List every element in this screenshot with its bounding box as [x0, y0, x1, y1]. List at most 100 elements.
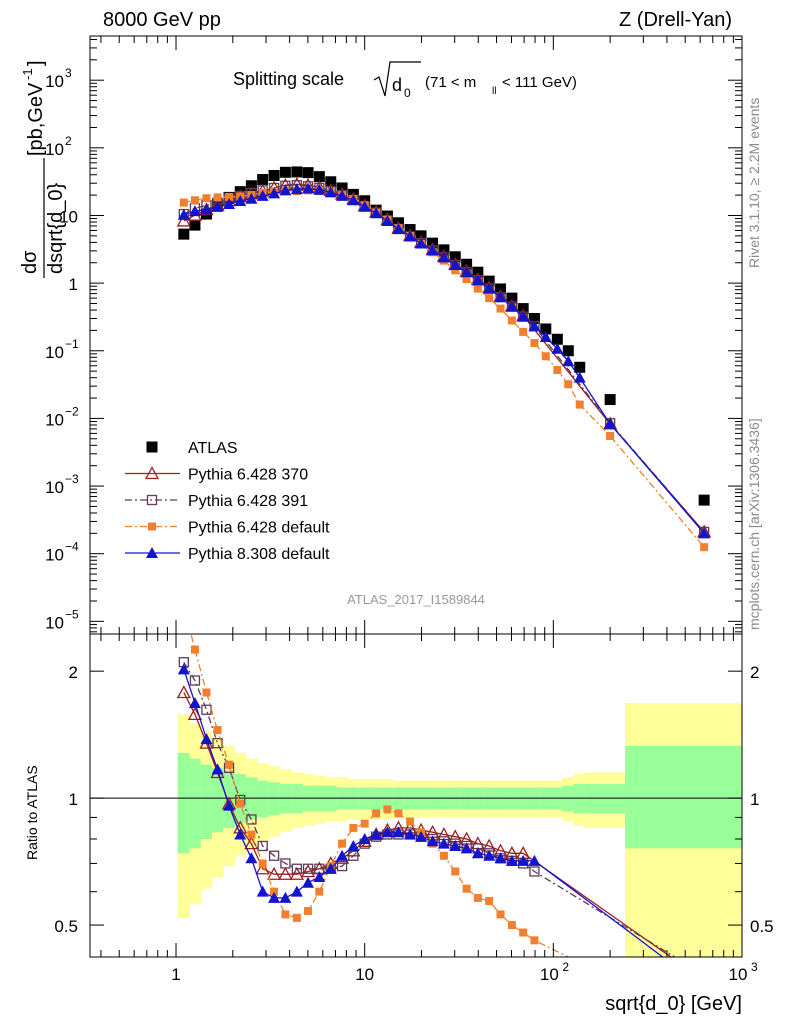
ratio-point	[349, 823, 358, 832]
data-point	[302, 182, 315, 194]
data-point	[530, 339, 539, 348]
data-point	[540, 323, 552, 335]
mcplots-label: mcplots.cern.ch [arXiv:1306.3436]	[746, 418, 762, 630]
ratio-point	[304, 906, 313, 915]
ratio-point	[257, 840, 268, 852]
ratio-point	[336, 860, 348, 872]
data-point	[392, 223, 405, 235]
ratio-point	[358, 832, 371, 844]
ratio-point	[246, 814, 257, 825]
data-point	[190, 196, 199, 205]
data-point	[460, 266, 473, 278]
band-inner	[584, 784, 626, 814]
legend-entry: Pythia 6.428 391	[125, 493, 308, 510]
ratio-point	[494, 852, 507, 864]
ratio-point	[372, 809, 381, 818]
data-point	[234, 194, 247, 206]
ratio-point	[530, 936, 539, 945]
ratio-point	[507, 921, 516, 930]
ratio-y-tick-label: 2	[69, 663, 78, 682]
x-tick-exponent: 3	[751, 960, 758, 974]
ratio-point	[200, 733, 213, 745]
data-point	[223, 197, 236, 209]
ratio-point	[426, 835, 439, 847]
data-point	[313, 183, 326, 195]
ratio-ylabel: Ratio to ATLAS	[24, 765, 40, 860]
ylabel-units-sup: -1	[20, 68, 35, 80]
ratio-point	[519, 928, 528, 937]
data-point	[574, 361, 586, 373]
band-inner	[223, 770, 236, 828]
x-tick-exponent: 2	[562, 960, 569, 974]
data-point	[325, 176, 337, 188]
data-point	[528, 312, 540, 324]
ratio-point	[347, 839, 360, 851]
ratio-point	[212, 738, 223, 749]
ratio-point	[213, 726, 222, 735]
ratio-point	[460, 842, 473, 854]
band-inner	[257, 780, 270, 818]
data-point	[698, 527, 711, 539]
analysis-id: ATLAS_2017_I1589844	[347, 592, 485, 607]
ratio-y-tick-label-right: 2	[750, 663, 759, 682]
y-tick-label: 1	[69, 275, 78, 294]
data-point	[290, 183, 303, 195]
data-point	[573, 371, 586, 383]
ratio-point	[496, 910, 505, 919]
ratio-y-tick-label: 0.5	[54, 917, 78, 936]
legend-marker	[144, 466, 160, 480]
data-point	[404, 230, 417, 242]
data-point	[245, 192, 258, 204]
data-point	[562, 345, 574, 357]
legend-marker	[148, 522, 156, 531]
ratio-point	[483, 849, 496, 861]
ratio-y-tick-label: 1	[69, 790, 78, 809]
header-right: Z (Drell-Yan)	[619, 9, 732, 31]
legend-entry: Pythia 6.428 default	[125, 520, 330, 537]
ratio-point	[471, 847, 484, 859]
legend-entry: Pythia 6.428 370	[125, 466, 308, 484]
ratio-point	[281, 910, 290, 919]
ratio-point	[348, 850, 359, 861]
main-title: Splitting scale d 0 (71 < m ll < 111 GeV…	[233, 61, 577, 100]
data-point	[302, 167, 314, 179]
title-sqrt-sub: 0	[404, 86, 411, 100]
data-point	[541, 352, 550, 361]
data-point	[473, 284, 482, 293]
data-point	[471, 274, 484, 286]
data-point	[245, 180, 257, 192]
band-inner	[291, 784, 304, 814]
x-tick-label: 10	[540, 965, 559, 984]
ratio-point	[300, 864, 316, 878]
data-point	[358, 200, 371, 212]
ratio-point	[291, 863, 303, 874]
data-point	[604, 394, 616, 406]
data-point	[496, 304, 505, 313]
band-inner	[211, 767, 224, 833]
data-point	[336, 189, 349, 201]
ratio-point	[280, 858, 291, 869]
legend-entry: ATLAS	[146, 440, 238, 457]
ratio-point	[338, 839, 347, 848]
rivet-label: Rivet 3.1.10, ≥ 2.2M events	[746, 97, 762, 268]
y-tick-label: 10	[45, 140, 64, 159]
data-point	[494, 291, 507, 303]
ratio-point	[324, 862, 337, 874]
band-inner	[177, 752, 190, 854]
data-point	[381, 214, 394, 226]
ratio-point	[211, 763, 224, 775]
title-range-sub: ll	[492, 86, 496, 97]
legend-label: Pythia 8.308 default	[188, 546, 330, 563]
ratio-point	[302, 863, 314, 874]
x-tick-label: 1	[171, 965, 180, 984]
data-point	[485, 294, 494, 303]
ratio-point	[302, 876, 315, 888]
legend-marker	[146, 494, 158, 506]
title-range-left: (71 < m	[425, 74, 476, 91]
data-point	[517, 310, 530, 322]
ylabel-denominator: dsqrt{d_0}	[45, 182, 67, 274]
legend-marker	[146, 441, 158, 453]
ratio-point	[190, 645, 199, 654]
data-point	[551, 342, 564, 354]
data-point	[291, 166, 303, 178]
